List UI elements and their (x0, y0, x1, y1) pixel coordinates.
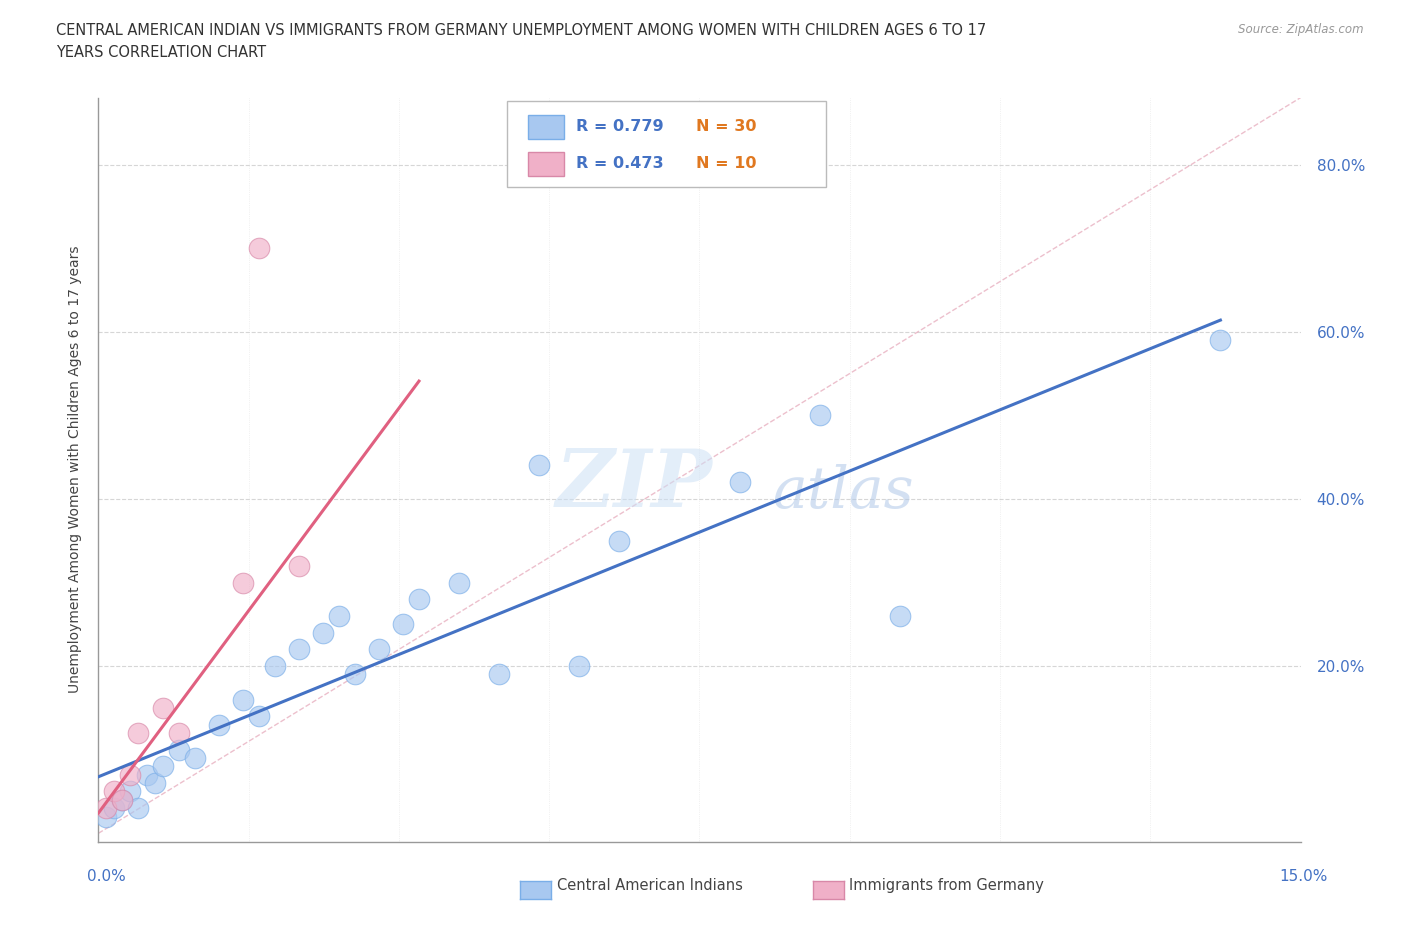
Point (1209, 333, 1232, 348)
Text: Central American Indians: Central American Indians (557, 878, 742, 893)
Point (312, 625, 335, 640)
Text: R = 0.473: R = 0.473 (575, 156, 664, 171)
Point (232, 575, 254, 590)
FancyBboxPatch shape (527, 115, 564, 139)
Text: CENTRAL AMERICAN INDIAN VS IMMIGRANTS FROM GERMANY UNEMPLOYMENT AMONG WOMEN WITH: CENTRAL AMERICAN INDIAN VS IMMIGRANTS FR… (56, 23, 987, 60)
Point (288, 558, 311, 573)
Text: 0.0%: 0.0% (87, 869, 127, 883)
Point (103, 784, 125, 799)
Point (120, 784, 142, 799)
Text: Source: ZipAtlas.com: Source: ZipAtlas.com (1239, 23, 1364, 36)
Point (728, 474, 751, 489)
Point (128, 801, 150, 816)
Point (208, 717, 231, 732)
Point (889, 608, 911, 623)
Point (568, 658, 591, 673)
Point (609, 533, 631, 548)
Point (247, 241, 270, 256)
Text: atlas: atlas (772, 464, 914, 520)
Text: R = 0.779: R = 0.779 (575, 119, 664, 135)
Point (96, 809, 118, 824)
Point (447, 575, 470, 590)
Point (328, 608, 350, 623)
Point (392, 617, 415, 631)
FancyBboxPatch shape (508, 101, 825, 187)
Point (143, 776, 166, 790)
Point (263, 658, 285, 673)
Point (152, 700, 174, 715)
Text: N = 30: N = 30 (696, 119, 756, 135)
Text: Immigrants from Germany: Immigrants from Germany (849, 878, 1045, 893)
Point (152, 759, 174, 774)
Point (488, 667, 510, 682)
Point (120, 767, 142, 782)
Point (808, 408, 831, 423)
Text: 15.0%: 15.0% (1279, 869, 1327, 883)
Y-axis label: Unemployment Among Women with Children Ages 6 to 17 years: Unemployment Among Women with Children A… (67, 246, 82, 694)
FancyBboxPatch shape (527, 152, 564, 176)
Point (167, 742, 190, 757)
Point (111, 792, 134, 807)
Point (111, 792, 134, 807)
Point (408, 591, 430, 606)
Point (288, 642, 311, 657)
Point (96, 801, 118, 816)
Point (103, 801, 125, 816)
Point (128, 725, 150, 740)
Point (135, 767, 157, 782)
Text: N = 10: N = 10 (696, 156, 756, 171)
Point (167, 725, 190, 740)
Text: ZIP: ZIP (555, 445, 711, 524)
Point (343, 667, 366, 682)
Point (183, 751, 205, 765)
Point (368, 642, 391, 657)
Point (232, 692, 254, 707)
Point (247, 709, 270, 724)
Point (529, 458, 551, 473)
